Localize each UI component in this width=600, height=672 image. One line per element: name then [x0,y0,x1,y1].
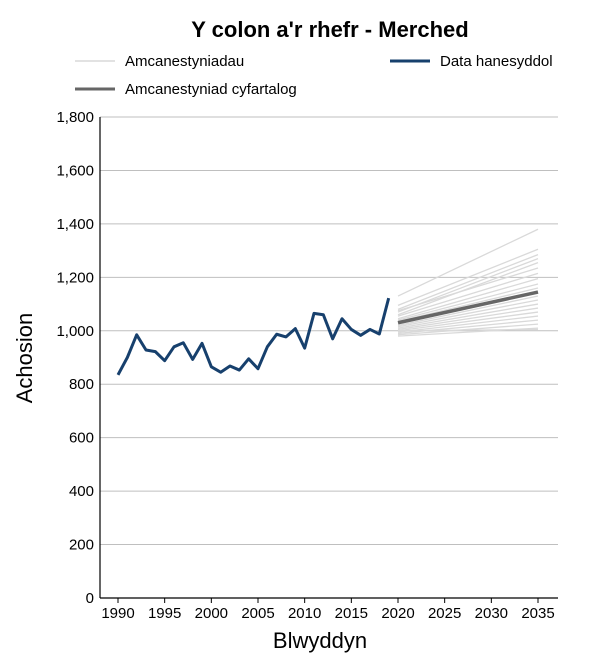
y-tick-label: 1,800 [56,109,94,126]
x-tick-label: 2000 [195,605,228,622]
x-tick-label: 2010 [288,605,321,622]
legend-label-historical: Data hanesyddol [440,53,553,70]
x-tick-label: 2035 [521,605,554,622]
y-tick-label: 600 [69,430,94,447]
projection-line [398,273,538,316]
y-tick-label: 800 [69,376,94,393]
x-tick-label: 2020 [381,605,414,622]
x-tick-label: 1995 [148,605,181,622]
legend: Amcanestyniadau Data hanesyddol Amcanest… [75,53,553,98]
y-tick-label: 1,200 [56,269,94,286]
x-tick-label: 2030 [475,605,508,622]
y-tick-label: 400 [69,483,94,500]
x-tick-label: 1990 [101,605,134,622]
x-tick-label: 2015 [335,605,368,622]
y-tick-label: 200 [69,537,94,554]
y-tick-label: 1,400 [56,216,94,233]
y-axis-label: Achosion [12,313,37,404]
y-tick-label: 1,000 [56,323,94,340]
legend-label-projections: Amcanestyniadau [125,53,244,70]
chart-title: Y colon a'r rhefr - Merched [191,17,468,42]
y-tick-label: 1,600 [56,162,94,179]
legend-label-average: Amcanestyniad cyfartalog [125,81,297,98]
x-axis-label: Blwyddyn [273,628,367,653]
x-tick-label: 2025 [428,605,461,622]
y-tick-label: 0 [86,590,94,607]
historical-data-line [118,298,389,375]
x-tick-label: 2005 [241,605,274,622]
